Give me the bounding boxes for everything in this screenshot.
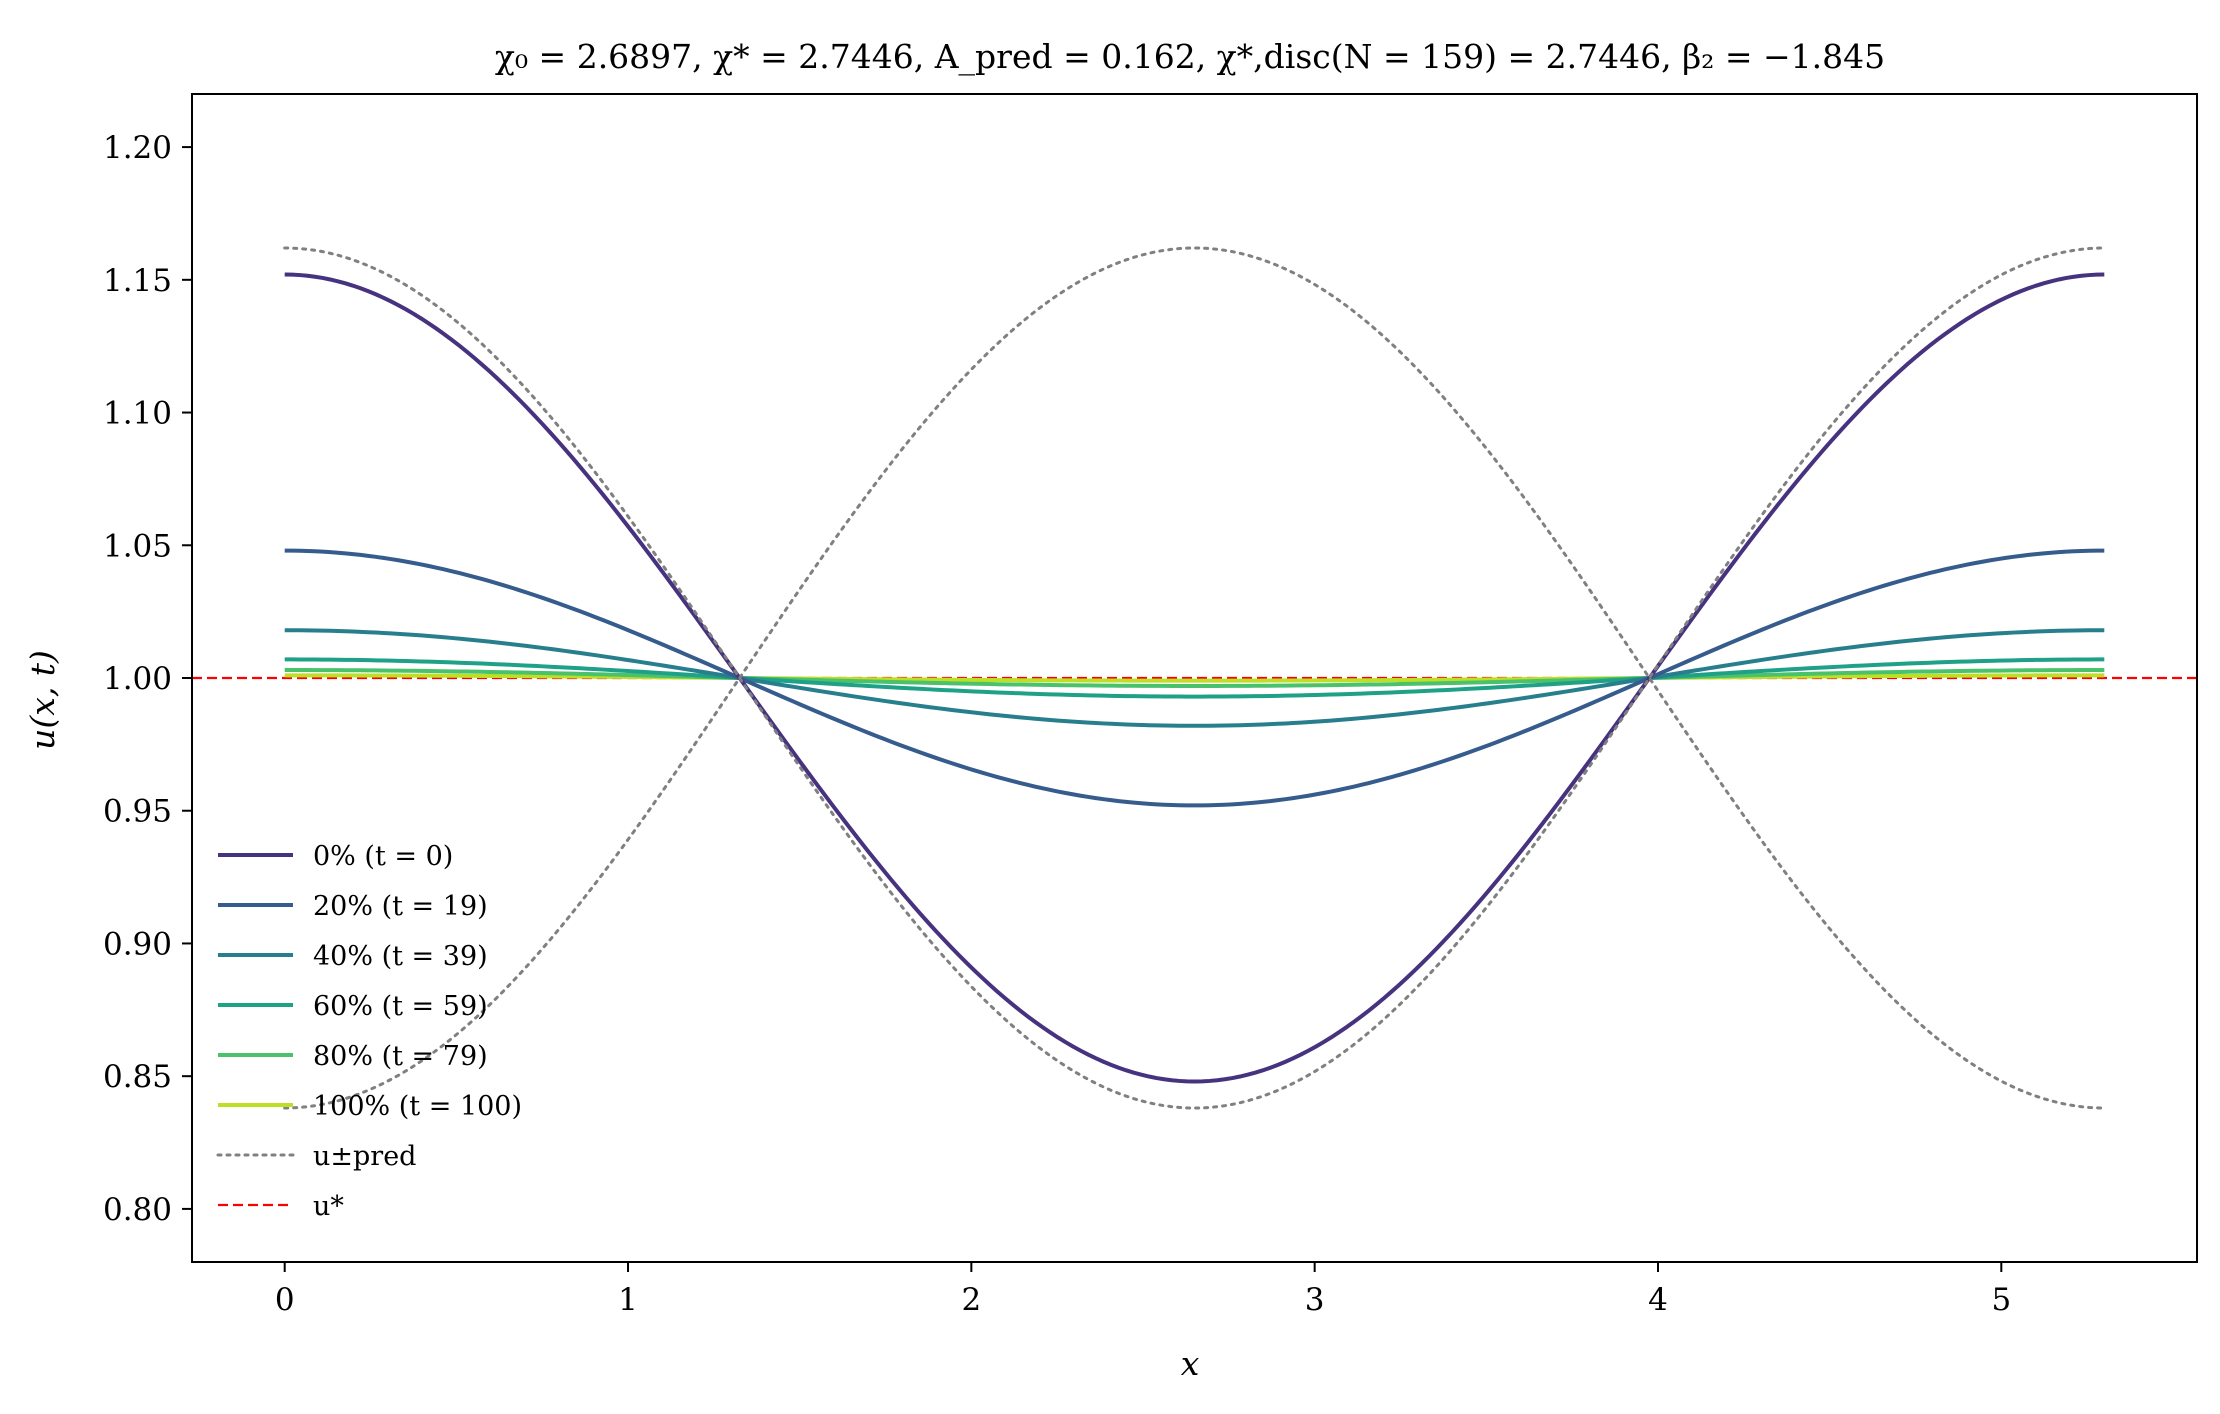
plot-area	[192, 246, 2197, 1110]
series-line-5	[284, 673, 2105, 683]
y-tick-label: 1.10	[103, 396, 172, 432]
series-line-3	[284, 657, 2105, 699]
series-line-0	[284, 272, 2105, 1084]
y-tick-label: 0.95	[103, 794, 172, 830]
x-tick-label: 1	[618, 1282, 638, 1318]
legend-entry-label: 100% (t = 100)	[313, 1091, 522, 1122]
y-tick-label: 0.90	[103, 926, 172, 962]
y-tick-label: 1.20	[103, 130, 172, 166]
legend-entry-label: u*	[313, 1191, 344, 1222]
axes: 0 1 2 3 4 5 0.80 0.85 0.90 0.95 1.00 1.05 1.10 1.15 1.…	[103, 93, 2198, 1318]
envelope-lower-line	[283, 246, 2106, 1110]
x-tick-label: 4	[1648, 1282, 1668, 1318]
x-tick-label: 5	[1991, 1282, 2011, 1318]
legend: 0% (t = 0) 20% (t = 19) 40% (t = 39) 60% (t…	[216, 841, 522, 1222]
y-tick-label: 1.05	[103, 528, 172, 564]
chart-title: χ₀ = 2.6897, χ* = 2.7446, A_pred = 0.162…	[495, 37, 1885, 77]
series-line-1	[284, 548, 2105, 808]
y-tick-label: 0.80	[103, 1192, 172, 1228]
y-tick-label: 1.15	[103, 263, 172, 299]
envelope-upper-line	[283, 246, 2106, 1110]
legend-entry-label: 20% (t = 19)	[313, 891, 488, 922]
legend-entry-label: 80% (t = 79)	[313, 1041, 488, 1072]
legend-entry-label: 40% (t = 39)	[313, 941, 488, 972]
legend-entry-label: u±pred	[313, 1141, 416, 1172]
legend-entry-label: 60% (t = 59)	[313, 991, 488, 1022]
series-line-4	[284, 668, 2105, 688]
x-tick-label: 2	[961, 1282, 981, 1318]
legend-entry-label: 0% (t = 0)	[313, 841, 453, 872]
series-line-2	[284, 628, 2105, 728]
y-axis-label: u(x, t)	[23, 650, 62, 750]
y-tick-label: 0.85	[103, 1059, 172, 1095]
x-tick-label: 3	[1305, 1282, 1325, 1318]
x-tick-label: 0	[275, 1282, 295, 1318]
x-axis-label: x	[1181, 1344, 1200, 1383]
y-tick-label: 1.00	[103, 661, 172, 697]
